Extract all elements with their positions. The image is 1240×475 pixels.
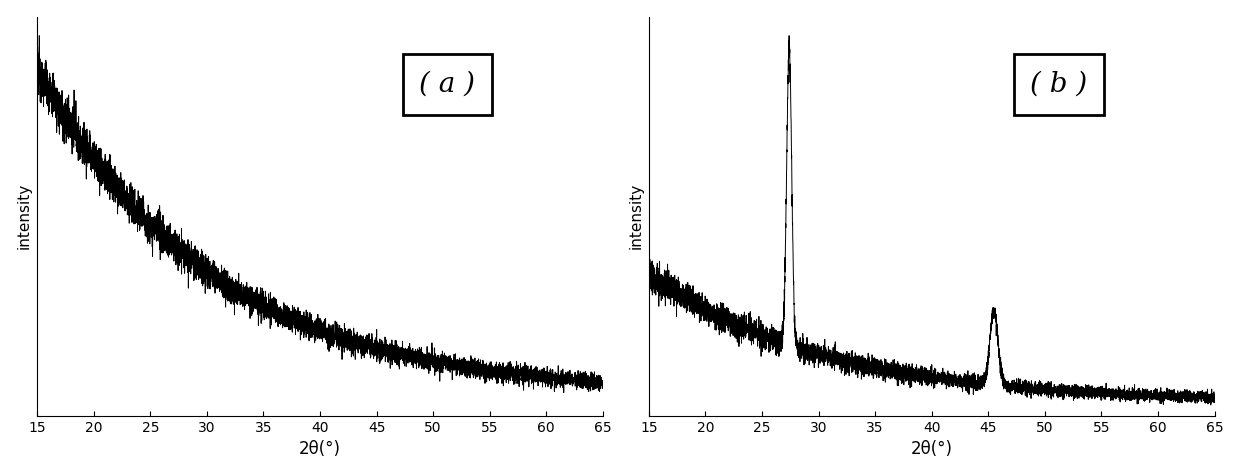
X-axis label: 2θ(°): 2θ(°) [910,440,952,458]
Y-axis label: intensity: intensity [629,183,644,249]
Text: ( a ): ( a ) [419,71,475,98]
X-axis label: 2θ(°): 2θ(°) [299,440,341,458]
Y-axis label: intensity: intensity [16,183,32,249]
Text: ( b ): ( b ) [1030,71,1087,98]
